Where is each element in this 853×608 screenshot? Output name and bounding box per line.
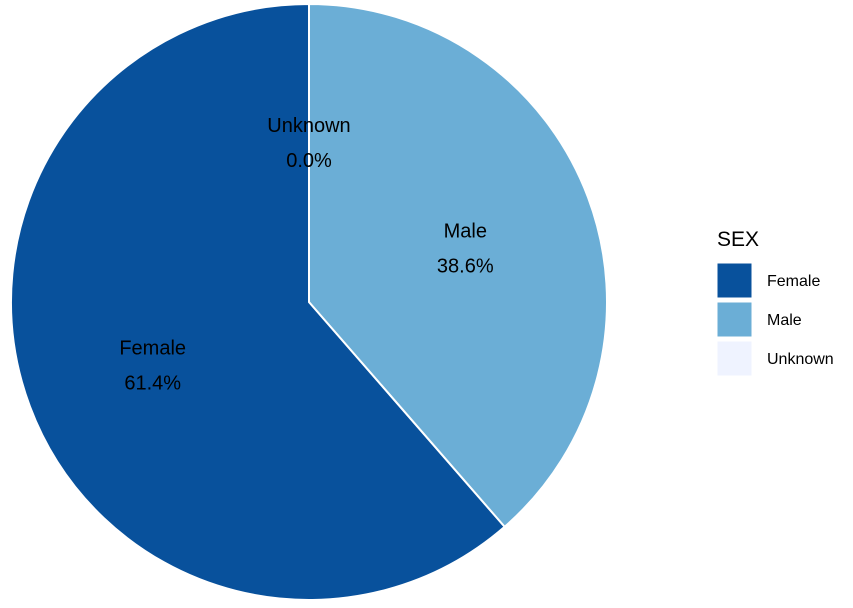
pie-slice-labels: Female 61.4% Male 38.6% Unknown 0.0%	[119, 115, 494, 394]
pie-slice-female	[10, 2, 507, 601]
legend-key-unknown	[716, 340, 753, 377]
legend-label-unknown: Unknown	[767, 351, 834, 368]
pie-slices	[10, 2, 608, 601]
legend-label-male: Male	[767, 312, 802, 329]
legend-items: Female Male Unknown	[716, 262, 834, 377]
slice-label-male: Male	[444, 221, 487, 243]
slice-value-unknown: 0.0%	[286, 150, 332, 172]
legend-label-female: Female	[767, 273, 820, 290]
legend-key-female	[716, 262, 753, 299]
slice-label-unknown: Unknown	[267, 115, 350, 137]
legend-title: SEX	[717, 228, 759, 251]
slice-value-male: 38.6%	[437, 256, 494, 278]
slice-value-female: 61.4%	[124, 372, 181, 394]
slice-label-female: Female	[119, 337, 186, 359]
pie-slice-male	[308, 2, 608, 529]
legend: SEX Female Male Unknown	[716, 228, 834, 377]
legend-key-male	[716, 301, 753, 338]
